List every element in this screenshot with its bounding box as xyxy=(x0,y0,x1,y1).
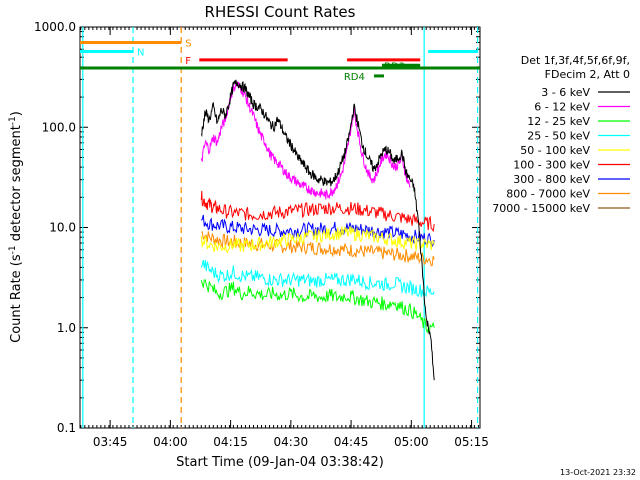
x-axis-label: Start Time (09-Jan-04 03:38:42) xyxy=(176,455,384,470)
y-axis-label: Count Rate (s-1 detector segment-1) xyxy=(8,111,24,343)
legend-label: 12 - 25 keV xyxy=(527,115,590,128)
x-tick-label: 04:45 xyxy=(334,435,369,449)
y-tick-label: 1.0 xyxy=(57,321,76,335)
series-line xyxy=(200,214,435,248)
legend-label: 300 - 800 keV xyxy=(513,173,590,186)
flag-bar-label: S xyxy=(185,39,191,50)
legend-header-line-1: Det 1f,3f,4f,5f,6f,9f, xyxy=(521,54,630,67)
x-tick-label: 04:00 xyxy=(153,435,188,449)
legend-label: 7000 - 15000 keV xyxy=(492,202,590,215)
series-line xyxy=(200,81,411,200)
flag-bar-label: F xyxy=(185,56,191,67)
legend-label: 50 - 100 keV xyxy=(520,144,590,157)
y-tick-label: 10.0 xyxy=(49,221,76,235)
x-tick-label: 05:00 xyxy=(394,435,429,449)
series-line xyxy=(200,259,435,298)
y-tick-label: 0.1 xyxy=(57,421,76,435)
series-line xyxy=(200,279,435,334)
legend-label: 6 - 12 keV xyxy=(534,101,590,114)
vertical-markers xyxy=(82,27,479,428)
timestamp: 13-Oct-2021 23:32 xyxy=(560,468,636,477)
legend: Det 1f,3f,4f,5f,6f,9f, FDecim 2, Att 0 3… xyxy=(492,54,630,215)
flag-bar-label: RD3 xyxy=(384,61,405,72)
y-axis-label-sup: -1 xyxy=(8,245,18,254)
y-axis-label-sup2: -1 xyxy=(8,116,18,125)
legend-label: 25 - 50 keV xyxy=(527,130,590,143)
legend-header-line-2: FDecim 2, Att 0 xyxy=(545,68,630,81)
flag-bars: S N F RD3 RD4 xyxy=(80,39,480,83)
x-tick-label: 03:45 xyxy=(93,435,128,449)
plot-frame xyxy=(79,26,481,429)
series-line xyxy=(200,79,435,381)
y-tick-label: 1000.0 xyxy=(34,20,76,34)
flag-bar-label: RD4 xyxy=(344,72,365,83)
y-axis-label-main: Count Rate (s xyxy=(9,254,24,343)
flag-bar-label: N xyxy=(137,47,144,58)
legend-label: 100 - 300 keV xyxy=(513,159,590,172)
legend-label: 800 - 7000 keV xyxy=(506,188,590,201)
y-axis-label-rest: detector segment xyxy=(9,125,24,245)
y-axis-label-end: ) xyxy=(9,111,24,116)
x-tick-label: 04:30 xyxy=(274,435,309,449)
y-tick-label: 100.0 xyxy=(42,120,76,134)
axes-group: 1000.0 100.0 10.0 1.0 0.1 03:45 04:00 04:15 04:3… xyxy=(34,20,489,449)
series-group xyxy=(200,79,435,381)
chart-title: RHESSI Count Rates xyxy=(205,3,356,21)
legend-label: 3 - 6 keV xyxy=(541,86,590,99)
x-tick-label: 05:15 xyxy=(454,435,489,449)
series-line xyxy=(200,190,435,233)
series-line xyxy=(200,225,435,254)
x-tick-label: 04:15 xyxy=(213,435,248,449)
